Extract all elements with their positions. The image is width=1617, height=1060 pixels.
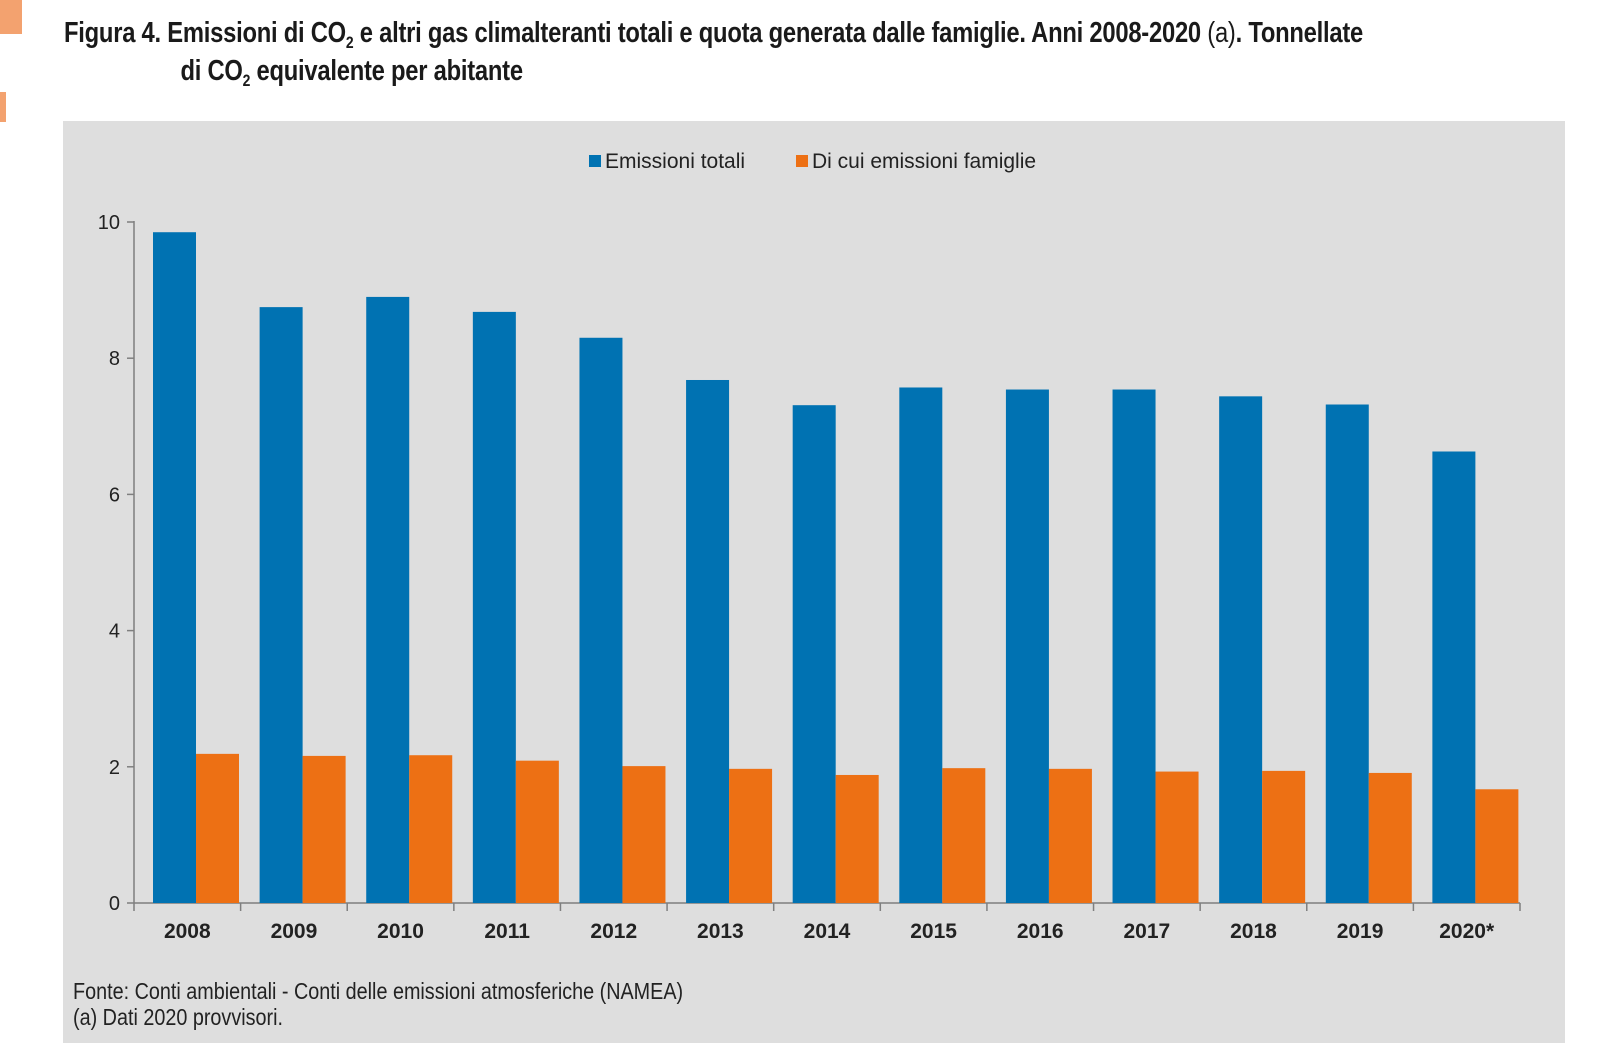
source-note: Fonte: Conti ambientali - Conti delle em… — [73, 978, 683, 1030]
x-tick-label: 2015 — [910, 920, 957, 943]
x-tick-label: 2010 — [377, 920, 424, 943]
title-part-3: . Tonnellate — [1235, 17, 1364, 49]
y-tick-label: 6 — [109, 484, 120, 506]
bar-emissioni-famiglie — [1475, 789, 1519, 903]
title-subscript-1: 2 — [345, 33, 354, 52]
bar-emissioni-totali — [153, 232, 196, 904]
bar-emissioni-famiglie — [942, 768, 986, 903]
x-tick-label: 2018 — [1230, 920, 1277, 943]
x-tick-label: 2014 — [804, 920, 851, 943]
title-line-1: Figura 4. Emissioni di CO2 e altri gas c… — [64, 14, 1363, 52]
y-tick-label: 8 — [109, 348, 120, 370]
y-tick-label: 2 — [109, 757, 120, 779]
bar-emissioni-totali — [472, 311, 516, 904]
y-tick-label: 10 — [98, 212, 120, 234]
title-note-ref: (a) — [1207, 17, 1236, 49]
bar-emissioni-totali — [1325, 404, 1369, 903]
bar-emissioni-totali — [899, 387, 943, 903]
bar-emissioni-totali — [1112, 389, 1156, 903]
bar-emissioni-famiglie — [835, 774, 879, 903]
y-tick-label: 0 — [109, 893, 120, 915]
bar-emissioni-famiglie — [302, 755, 346, 903]
x-tick-label: 2017 — [1123, 920, 1170, 943]
x-tick-label: 2013 — [697, 920, 744, 943]
bar-emissioni-totali — [792, 405, 836, 903]
footnote-line: (a) Dati 2020 provvisori. — [73, 1004, 283, 1030]
x-tick-label: 2011 — [484, 920, 530, 943]
x-tick-label: 2020* — [1439, 920, 1495, 943]
bar-emissioni-famiglie — [1155, 771, 1199, 903]
title-line2-part-2: equivalente per abitante — [250, 55, 523, 87]
bar-emissioni-totali — [366, 296, 410, 903]
legend-label: Di cui emissioni famiglie — [812, 150, 1036, 173]
bar-emissioni-totali — [1432, 451, 1476, 903]
bar-emissioni-famiglie — [622, 766, 666, 903]
bar-emissioni-totali — [1005, 389, 1049, 903]
title-prefix: Figura 4. — [64, 17, 161, 49]
x-tick-label: 2012 — [590, 920, 637, 943]
legend-swatch — [796, 155, 808, 167]
bar-emissioni-totali — [1219, 396, 1263, 903]
title-subscript-2: 2 — [242, 71, 251, 90]
x-tick-label: 2009 — [271, 920, 318, 943]
source-line: Fonte: Conti ambientali - Conti delle em… — [73, 978, 684, 1004]
x-tick-label: 2019 — [1337, 920, 1384, 943]
bar-emissioni-famiglie — [1368, 772, 1412, 903]
title-line-2: di CO2 equivalente per abitante — [64, 52, 1319, 90]
title-part-2: e altri gas climalteranti totali e quota… — [353, 17, 1208, 49]
bar-emissioni-totali — [259, 307, 303, 903]
bar-emissioni-famiglie — [1048, 768, 1092, 903]
chart-title: Figura 4. Emissioni di CO2 e altri gas c… — [64, 14, 1363, 90]
bar-emissioni-totali — [579, 337, 623, 903]
corner-decoration — [0, 0, 22, 34]
x-tick-label: 2016 — [1017, 920, 1064, 943]
x-tick-label: 2008 — [164, 920, 211, 943]
title-part-1: Emissioni di CO — [167, 17, 346, 49]
y-tick-label: 4 — [109, 621, 120, 643]
bar-emissioni-famiglie — [729, 768, 773, 903]
legend-label: Emissioni totali — [605, 150, 745, 173]
bar-emissioni-famiglie — [515, 760, 559, 903]
corner-decoration-small — [0, 92, 6, 122]
bar-emissioni-famiglie — [409, 755, 453, 903]
title-line2-part-1: di CO — [180, 55, 243, 87]
legend-swatch — [589, 155, 601, 167]
bar-emissioni-famiglie — [1262, 770, 1306, 903]
bar-emissioni-totali — [686, 379, 730, 903]
bar-emissioni-famiglie — [196, 753, 239, 903]
